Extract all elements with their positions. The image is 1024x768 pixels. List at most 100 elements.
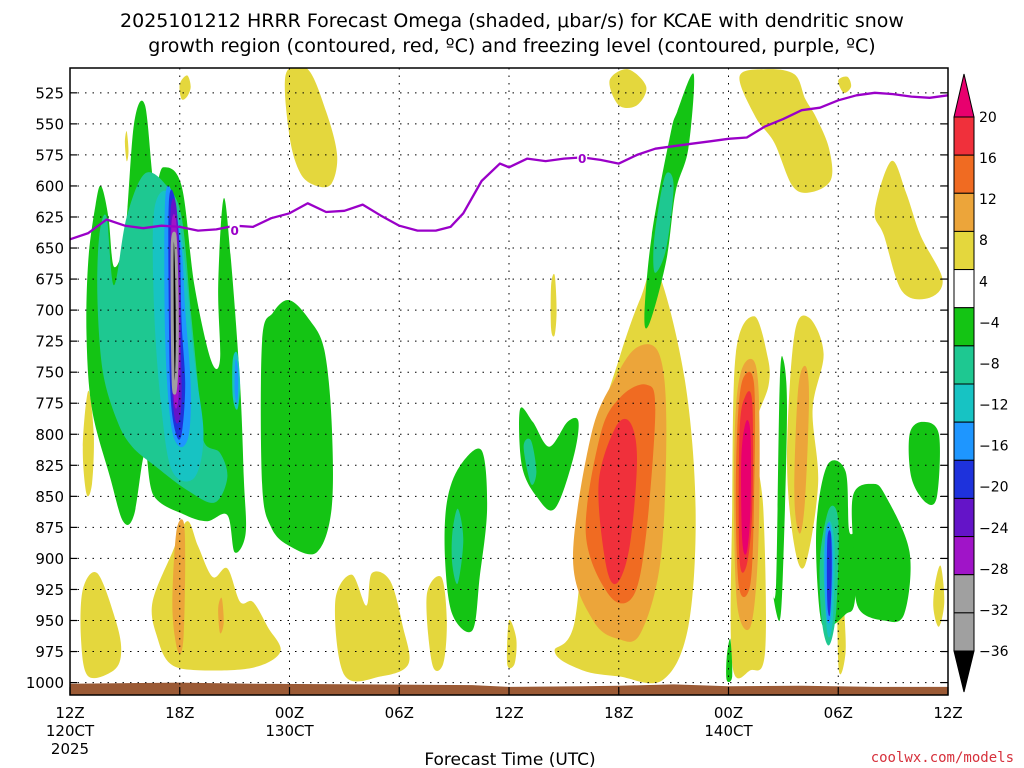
y-tick-label: 850 bbox=[35, 488, 64, 506]
colorbar-tick-label: 4 bbox=[979, 274, 988, 290]
omega-region-23 bbox=[794, 365, 809, 534]
freezing-level-line bbox=[70, 91, 948, 241]
omega-region-37 bbox=[851, 483, 911, 623]
colorbar-swatch bbox=[953, 612, 975, 652]
y-tick-label: 825 bbox=[35, 457, 64, 475]
y-tick-label: 650 bbox=[35, 240, 64, 258]
colorbar-tick-label: −4 bbox=[979, 315, 1000, 331]
x-tick-label: 18Z bbox=[604, 704, 633, 722]
omega-region-26 bbox=[598, 418, 637, 585]
omega-region-0 bbox=[179, 75, 191, 100]
colorbar-swatch bbox=[953, 230, 975, 271]
x-tick-date-label: 140CT bbox=[704, 722, 753, 740]
omega-region-31 bbox=[444, 448, 488, 633]
omega-region-16 bbox=[838, 76, 852, 93]
colorbar-swatch bbox=[953, 421, 975, 461]
x-tick-label: 00Z bbox=[275, 704, 304, 722]
omega-region-3 bbox=[82, 390, 94, 497]
y-tick-label: 575 bbox=[35, 146, 64, 164]
omega-region-4 bbox=[80, 571, 122, 679]
x-tick-label: 06Z bbox=[824, 704, 853, 722]
y-tick-label: 800 bbox=[35, 426, 64, 444]
omega-region-34 bbox=[726, 638, 733, 683]
y-tick-label: 875 bbox=[35, 519, 64, 537]
colorbar-swatch bbox=[953, 383, 975, 423]
colorbar-swatch bbox=[953, 192, 975, 232]
colorbar-swatch bbox=[953, 116, 975, 156]
colorbar-tick-label: −28 bbox=[979, 562, 1009, 578]
colorbar-swatch bbox=[953, 574, 975, 614]
colorbar-tick-label: 8 bbox=[979, 233, 988, 249]
colorbar-tick-label: 16 bbox=[979, 151, 997, 167]
y-tick-label: 725 bbox=[35, 333, 64, 351]
omega-region-42 bbox=[653, 172, 674, 273]
colorbar-tick-label: −24 bbox=[979, 521, 1009, 537]
omega-region-8 bbox=[506, 619, 517, 669]
omega-region-6 bbox=[334, 571, 410, 682]
colorbar-swatch bbox=[953, 154, 975, 194]
y-tick-label: 600 bbox=[35, 177, 64, 195]
omega-region-2 bbox=[284, 68, 338, 188]
omega-region-9 bbox=[550, 273, 557, 337]
x-tick-label: 12Z bbox=[55, 704, 84, 722]
x-tick-date-label: 130CT bbox=[265, 722, 314, 740]
omega-region-18 bbox=[933, 565, 945, 627]
y-axis: 525 550 575 600 625 650 675 700 725 750 775 800 825 8… bbox=[26, 84, 948, 692]
x-tick-label: 12Z bbox=[933, 704, 962, 722]
colorbar: 20 16 12 8 4 −4 −8 −12 −16 −20 −24 −28 −32 −36 bbox=[953, 73, 1009, 693]
freezing-level-label-bg bbox=[577, 151, 588, 166]
y-tick-label: 525 bbox=[35, 84, 64, 102]
omega-region-5 bbox=[151, 521, 281, 671]
omega-region-17 bbox=[874, 160, 943, 300]
colorbar-swatch bbox=[953, 536, 975, 576]
y-tick-label: 550 bbox=[35, 115, 64, 133]
colorbar-tick-label: −8 bbox=[979, 356, 1000, 372]
omega-region-7 bbox=[426, 575, 447, 672]
freezing-level-label-bg bbox=[229, 223, 240, 238]
y-tick-label: 775 bbox=[35, 395, 64, 413]
y-tick-label: 675 bbox=[35, 271, 64, 289]
chart-title-line-2: growth region (contoured, red, ºC) and f… bbox=[148, 35, 875, 57]
omega-region-10 bbox=[609, 69, 647, 108]
chart-title-line-1: 2025101212 HRRR Forecast Omega (shaded, … bbox=[120, 10, 904, 32]
colorbar-swatch bbox=[953, 459, 975, 499]
y-tick-label: 925 bbox=[35, 581, 64, 599]
colorbar-swatch bbox=[953, 269, 975, 309]
colorbar-tick-label: −16 bbox=[979, 439, 1009, 455]
omega-core-rim bbox=[170, 231, 179, 395]
credit-text: coolwx.com/models bbox=[871, 750, 1014, 766]
omega-region-35 bbox=[772, 355, 787, 622]
y-tick-label: 625 bbox=[35, 208, 64, 226]
colorbar-top-arrow bbox=[953, 73, 975, 118]
freezing-level-label: 0 bbox=[578, 152, 586, 166]
omega-region-48 bbox=[234, 359, 239, 404]
colorbar-swatch bbox=[953, 345, 975, 385]
y-tick-label: 900 bbox=[35, 550, 64, 568]
colorbar-tick-label: 12 bbox=[979, 192, 997, 208]
omega-region-41 bbox=[523, 438, 537, 485]
y-tick-label: 750 bbox=[35, 364, 64, 382]
colorbar-tick-label: −32 bbox=[979, 603, 1009, 619]
y-tick-label: 700 bbox=[35, 302, 64, 320]
omega-region-51 bbox=[826, 530, 832, 617]
y-tick-label: 975 bbox=[35, 643, 64, 661]
colorbar-tick-label: −12 bbox=[979, 398, 1009, 414]
omega-region-20 bbox=[218, 597, 224, 634]
omega-region-30 bbox=[260, 300, 333, 555]
x-tick-label: 18Z bbox=[165, 704, 194, 722]
colorbar-bottom-arrow bbox=[953, 650, 975, 693]
x-tick-year-label: 2025 bbox=[51, 740, 89, 758]
colorbar-tick-label: −36 bbox=[979, 644, 1009, 660]
x-tick-label: 00Z bbox=[714, 704, 743, 722]
omega-region-1 bbox=[124, 131, 129, 162]
colorbar-swatch bbox=[953, 497, 975, 538]
x-tick-date-label: 120CT bbox=[46, 722, 95, 740]
omega-region-32 bbox=[519, 407, 579, 511]
x-axis-label: Forecast Time (UTC) bbox=[424, 750, 595, 768]
colorbar-tick-label: 20 bbox=[979, 110, 997, 126]
y-tick-label: 1000 bbox=[26, 674, 64, 692]
colorbar-swatch bbox=[953, 307, 975, 347]
omega-region-38 bbox=[908, 421, 940, 506]
